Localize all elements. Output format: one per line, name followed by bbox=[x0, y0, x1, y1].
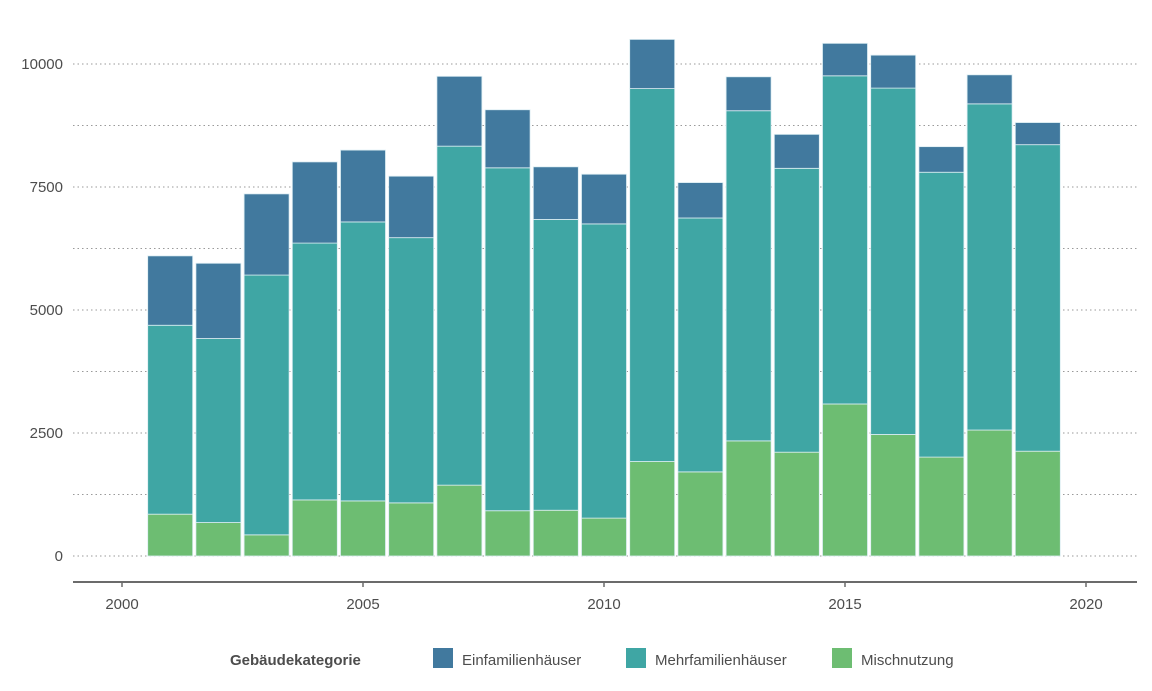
bar-einfamilienh-user-2005 bbox=[340, 149, 386, 223]
bar-mehrfamilienh-user-2003 bbox=[243, 274, 290, 536]
x-tick-label: 2005 bbox=[346, 596, 379, 613]
bar-einfamilienh-user-2018 bbox=[966, 74, 1013, 105]
bar-mehrfamilienh-user-2002 bbox=[195, 338, 242, 523]
bar-einfamilienh-user-2006 bbox=[388, 175, 435, 239]
bar-mischnutzung-2004 bbox=[291, 499, 338, 557]
bar-mehrfamilienh-user-2010 bbox=[581, 223, 627, 519]
bar-mischnutzung-2015 bbox=[822, 403, 868, 557]
bar-mehrfamilienh-user-2013 bbox=[725, 110, 772, 442]
bar-einfamilienh-user-2004 bbox=[291, 161, 338, 244]
bar-mehrfamilienh-user-2006 bbox=[388, 237, 435, 504]
bar-einfamilienh-user-2010 bbox=[581, 173, 627, 225]
bar-mischnutzung-2003 bbox=[243, 534, 290, 557]
x-axis: 2000 2005 2010 2015 2020 bbox=[73, 581, 1137, 613]
x-tick-label: 2020 bbox=[1069, 596, 1102, 613]
y-tick-label: 2500 bbox=[30, 425, 63, 442]
x-tick-label: 2000 bbox=[105, 596, 138, 613]
bar-mischnutzung-2017 bbox=[918, 456, 965, 557]
bar-mehrfamilienh-user-2007 bbox=[436, 145, 483, 486]
bar-mischnutzung-2009 bbox=[532, 509, 579, 557]
bar-mischnutzung-2010 bbox=[581, 517, 627, 557]
legend-swatch-mehrfamilienh-user bbox=[626, 648, 646, 668]
bar-einfamilienh-user-2012 bbox=[677, 182, 724, 219]
bar-einfamilienh-user-2003 bbox=[243, 193, 290, 276]
bar-mehrfamilienh-user-2017 bbox=[918, 171, 965, 458]
bar-mischnutzung-2014 bbox=[773, 451, 820, 557]
y-tick-label: 7500 bbox=[30, 179, 63, 196]
legend-title: Gebäudekategorie bbox=[230, 652, 361, 669]
bar-mehrfamilienh-user-2016 bbox=[870, 87, 917, 435]
bar-mischnutzung-2012 bbox=[677, 471, 724, 557]
legend-label: Einfamilienhäuser bbox=[462, 652, 581, 669]
x-tick-label: 2010 bbox=[587, 596, 620, 613]
bar-mischnutzung-2005 bbox=[340, 500, 386, 557]
bar-mehrfamilienh-user-2014 bbox=[773, 167, 820, 453]
bar-einfamilienh-user-2015 bbox=[822, 42, 868, 77]
bar-mehrfamilienh-user-2011 bbox=[629, 88, 676, 462]
bar-mischnutzung-2002 bbox=[195, 522, 242, 557]
bar-einfamilienh-user-2008 bbox=[484, 109, 531, 169]
x-tick-label: 2015 bbox=[828, 596, 861, 613]
legend-label: Mehrfamilienhäuser bbox=[655, 652, 787, 669]
y-tick-label: 0 bbox=[55, 548, 63, 565]
bar-mehrfamilienh-user-2005 bbox=[340, 221, 386, 502]
y-tick-label: 5000 bbox=[30, 302, 63, 319]
bar-mischnutzung-2016 bbox=[870, 434, 917, 557]
bar-mehrfamilienh-user-2009 bbox=[532, 219, 579, 511]
bar-einfamilienh-user-2007 bbox=[436, 75, 483, 147]
bar-einfamilienh-user-2002 bbox=[195, 262, 242, 339]
bar-mehrfamilienh-user-2001 bbox=[147, 324, 194, 515]
bar-mehrfamilienh-user-2008 bbox=[484, 167, 531, 512]
bar-mischnutzung-2011 bbox=[629, 461, 676, 557]
bar-mischnutzung-2013 bbox=[725, 440, 772, 557]
legend-label: Mischnutzung bbox=[861, 652, 954, 669]
bars bbox=[147, 39, 1061, 557]
bar-mehrfamilienh-user-2015 bbox=[822, 75, 868, 405]
bar-mischnutzung-2006 bbox=[388, 502, 435, 557]
bar-einfamilienh-user-2001 bbox=[147, 255, 194, 326]
bar-mischnutzung-2001 bbox=[147, 513, 194, 557]
bar-mischnutzung-2007 bbox=[436, 484, 483, 557]
bar-mischnutzung-2008 bbox=[484, 510, 531, 557]
bar-einfamilienh-user-2013 bbox=[725, 76, 772, 112]
bar-mischnutzung-2018 bbox=[966, 429, 1013, 557]
legend-swatch-mischnutzung bbox=[832, 648, 852, 668]
bar-mehrfamilienh-user-2004 bbox=[291, 242, 338, 501]
bar-einfamilienh-user-2011 bbox=[629, 39, 676, 90]
bar-einfamilienh-user-2016 bbox=[870, 54, 917, 89]
y-tick-label: 10000 bbox=[21, 56, 63, 73]
bar-einfamilienh-user-2017 bbox=[918, 146, 965, 173]
bar-einfamilienh-user-2014 bbox=[773, 133, 820, 169]
y-axis-tick-labels: 0 2500 5000 7500 10000 bbox=[21, 56, 63, 565]
bar-einfamilienh-user-2009 bbox=[532, 166, 579, 220]
bar-mehrfamilienh-user-2019 bbox=[1014, 144, 1061, 452]
bar-mehrfamilienh-user-2018 bbox=[966, 103, 1013, 431]
legend: Gebäudekategorie Einfamilienhäuser Mehrfa… bbox=[230, 648, 954, 669]
bar-einfamilienh-user-2019 bbox=[1014, 122, 1061, 146]
bar-mischnutzung-2019 bbox=[1014, 450, 1061, 557]
bar-mehrfamilienh-user-2012 bbox=[677, 217, 724, 473]
legend-swatch-einfamilienh-user bbox=[433, 648, 453, 668]
